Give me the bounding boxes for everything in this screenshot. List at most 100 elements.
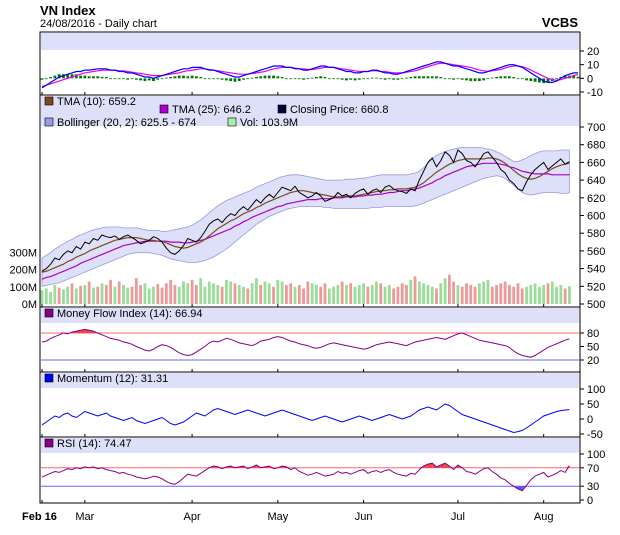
divergence-bar <box>477 78 481 82</box>
mfi-ytick-label: 50 <box>587 342 599 354</box>
volume-bar <box>340 281 344 304</box>
volume-bar <box>512 286 516 304</box>
divergence-bar <box>250 77 254 79</box>
volume-bar <box>233 283 237 304</box>
divergence-bar <box>349 78 353 80</box>
divergence-bar <box>405 77 408 79</box>
divergence-bar <box>289 78 293 80</box>
divergence-bar <box>242 78 245 80</box>
price-ytick-label: 640 <box>587 175 605 187</box>
volume-bar <box>477 283 481 304</box>
volume-bar <box>460 286 464 304</box>
volume-bar <box>224 279 228 304</box>
divergence-bar <box>122 78 125 80</box>
volume-bar <box>62 289 65 304</box>
mfi-ytick-label: 20 <box>587 355 599 367</box>
volume-bar <box>533 283 537 304</box>
divergence-bar <box>366 78 370 80</box>
divergence-bar <box>285 78 288 80</box>
momentum-line <box>41 403 570 434</box>
divergence-bar <box>70 74 74 79</box>
divergence-bar <box>190 75 194 79</box>
volume-bar <box>182 281 185 304</box>
volume-bar <box>529 285 533 304</box>
price-legend-label: Vol: 103.9M <box>240 117 298 129</box>
volume-bar <box>122 285 125 304</box>
divergence-bar <box>465 78 468 81</box>
price-ytick-label: 560 <box>587 246 605 258</box>
volume-bar <box>435 288 438 304</box>
price-legend-label: Closing Price: 660.8 <box>290 104 388 116</box>
volume-tick-label: 200M <box>9 265 37 277</box>
volume-bar <box>345 285 348 304</box>
mfi-line <box>41 328 570 358</box>
momentum-ytick-label: -50 <box>587 429 603 441</box>
divergence-bar <box>255 76 258 79</box>
volume-bar <box>272 286 275 304</box>
price-legend-swatch <box>227 117 237 127</box>
volume-bar <box>70 283 74 304</box>
price-ytick-label: 660 <box>587 157 605 169</box>
divergence-bar <box>336 78 340 80</box>
divergence-bar <box>370 77 374 79</box>
rsi-overbought-fill <box>440 463 446 468</box>
volume-bar <box>366 286 370 304</box>
rsi-ytick-label: 70 <box>587 463 599 475</box>
divergence-bar <box>143 78 147 82</box>
volume-tick-label: 0M <box>22 299 37 311</box>
volume-bar <box>323 283 327 304</box>
divergence-bar <box>323 76 327 79</box>
chart-title: VN Index <box>40 3 96 18</box>
volume-bar <box>250 283 254 304</box>
volume-bar <box>203 286 207 304</box>
divergence-bar <box>40 78 44 80</box>
divergence-bar <box>563 75 567 79</box>
divergence-bar <box>293 78 297 80</box>
volume-bar <box>220 286 224 304</box>
volume-bar <box>327 288 331 304</box>
volume-bar <box>392 288 396 304</box>
divergence-bar <box>100 76 104 79</box>
volume-bar <box>173 285 177 304</box>
volume-bar <box>542 285 546 304</box>
rsi-legend-band <box>41 438 579 453</box>
volume-bar <box>212 283 215 304</box>
month-label-0: Feb 16 <box>22 511 57 523</box>
volume-bar <box>160 287 164 304</box>
rsi-ytick-label: 100 <box>587 449 605 461</box>
volume-bar <box>495 285 498 304</box>
divergence-bar <box>520 78 524 80</box>
momentum-ytick-label: 50 <box>587 399 599 411</box>
volume-bar <box>242 286 245 304</box>
divergence-bar <box>392 78 396 80</box>
divergence-bar <box>490 77 494 79</box>
volume-bar <box>409 279 413 304</box>
volume-bar <box>413 276 417 304</box>
volume-bar <box>216 285 220 304</box>
divergence-bar <box>400 78 404 80</box>
volume-bar <box>66 286 70 304</box>
divergence-bar <box>267 75 271 79</box>
mfi-legend-label: Money Flow Index (14): 66.94 <box>57 308 203 320</box>
bollinger-band <box>41 146 570 287</box>
volume-bar <box>520 288 524 304</box>
price-legend-label: Bollinger (20, 2): 625.5 - 674 <box>57 117 196 129</box>
volume-tick-label: 100M <box>9 282 37 294</box>
divergence-bar <box>507 76 511 79</box>
momentum-legend-band <box>41 373 579 388</box>
volume-bar <box>246 288 250 304</box>
divergence-bar <box>212 78 215 80</box>
price-ytick-label: 600 <box>587 211 605 223</box>
macd-ytick-label: 10 <box>587 60 599 72</box>
volume-bar <box>169 279 173 304</box>
divergence-bar <box>486 78 490 80</box>
volume-bar <box>109 279 113 304</box>
volume-bar <box>490 286 494 304</box>
divergence-bar <box>147 78 151 81</box>
volume-bar <box>74 288 78 304</box>
divergence-bar <box>237 78 241 82</box>
volume-bar <box>267 283 271 304</box>
volume-bar <box>302 288 305 304</box>
volume-bar <box>40 290 44 304</box>
